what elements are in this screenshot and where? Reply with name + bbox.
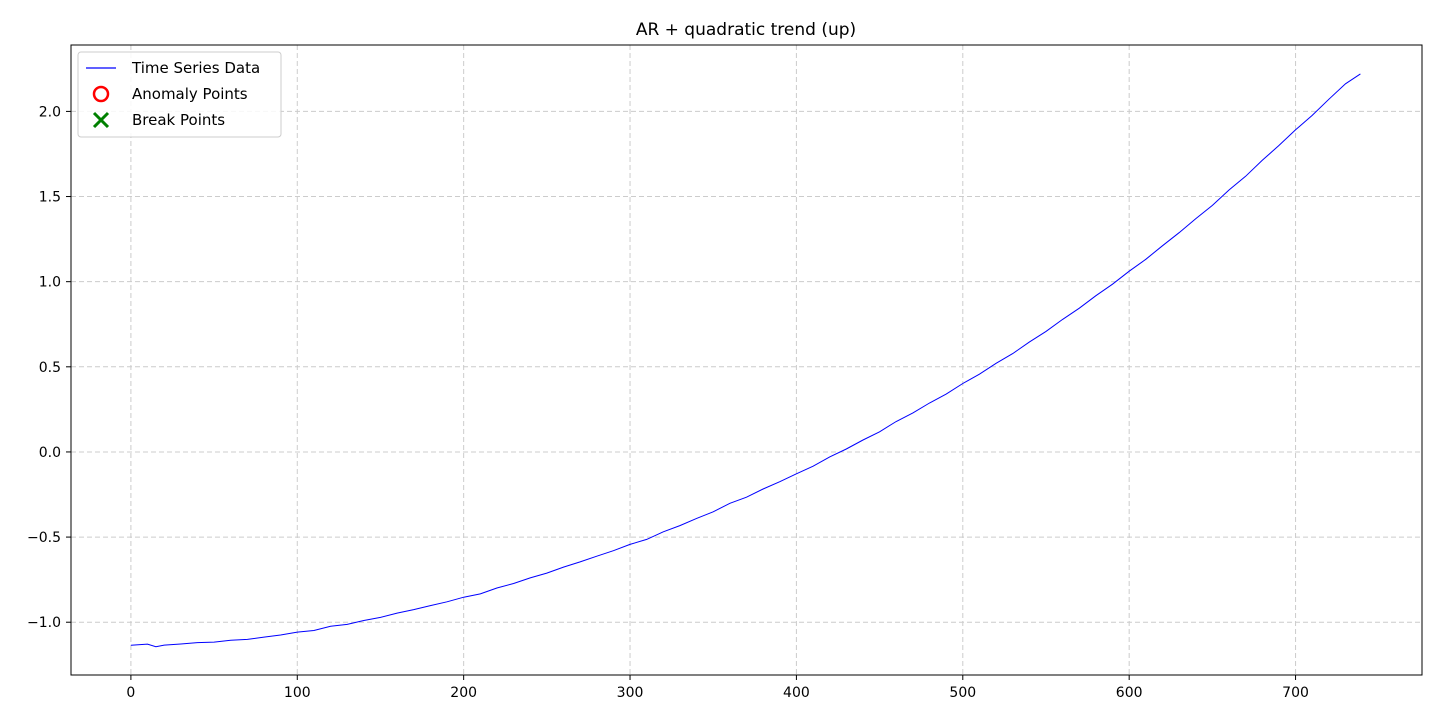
series-layer xyxy=(130,73,1361,648)
y-tick-label: 1.5 xyxy=(39,190,61,206)
grid xyxy=(71,45,1422,675)
legend-box xyxy=(77,51,282,138)
y-tick-label: 0.5 xyxy=(39,360,61,376)
x-tick-label: 400 xyxy=(783,685,810,701)
x-tick-label: 600 xyxy=(1116,685,1143,701)
y-tick-label: 0.0 xyxy=(39,445,61,461)
x-tick-label: 300 xyxy=(617,685,644,701)
legend: Time Series Data Anomaly Points Break Poin… xyxy=(77,51,282,138)
series-line-time-series-data xyxy=(130,73,1361,648)
y-tick-label: −1.0 xyxy=(27,615,61,631)
legend-label: Anomaly Points xyxy=(132,85,248,103)
x-tick-label: 100 xyxy=(284,685,311,701)
x-tick-label: 200 xyxy=(450,685,477,701)
x-tick-label: 500 xyxy=(949,685,976,701)
x-tick-label: 700 xyxy=(1282,685,1309,701)
y-tick-label: −0.5 xyxy=(27,530,61,546)
legend-label: Time Series Data xyxy=(131,59,260,77)
y-tick-label: 1.0 xyxy=(39,275,61,291)
legend-x-icon xyxy=(92,111,110,129)
legend-label: Break Points xyxy=(132,111,225,129)
axes: 0 100 200 300 400 500 600 700 −1.0 −0.5 0.0 0.5 1.0 1… xyxy=(27,104,1309,701)
y-tick-label: 2.0 xyxy=(39,104,61,120)
plot-frame xyxy=(70,44,1423,676)
legend-circle-icon xyxy=(92,85,110,103)
x-tick-label: 0 xyxy=(126,685,135,701)
chart-title: AR + quadratic trend (up) xyxy=(636,20,856,40)
